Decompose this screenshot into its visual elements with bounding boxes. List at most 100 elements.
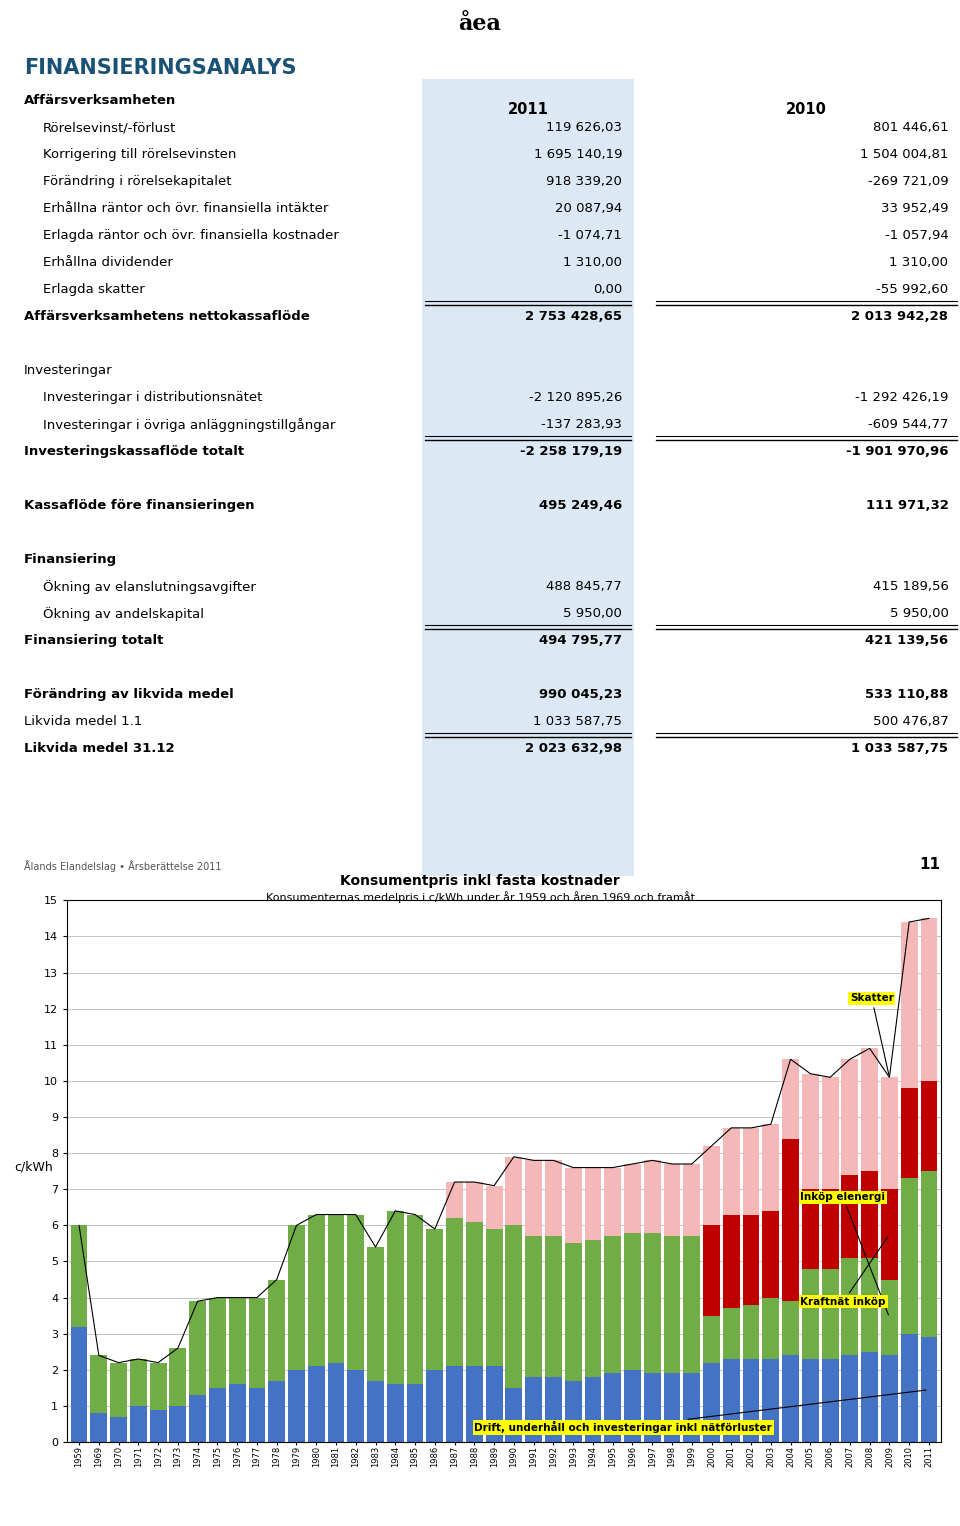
Bar <box>881 1355 898 1442</box>
Bar <box>564 1167 582 1244</box>
Bar <box>110 1416 127 1442</box>
Bar <box>308 1366 324 1442</box>
Bar <box>921 1080 937 1172</box>
Bar <box>822 1268 838 1360</box>
Text: Finansiering totalt: Finansiering totalt <box>24 635 163 647</box>
Text: Investeringar i övriga anläggningstillgångar: Investeringar i övriga anläggningstillgå… <box>43 418 336 432</box>
Bar <box>900 1088 918 1178</box>
Text: -55 992,60: -55 992,60 <box>876 284 948 296</box>
Text: 495 249,46: 495 249,46 <box>539 499 622 513</box>
Text: 990 045,23: 990 045,23 <box>539 688 622 702</box>
Text: -1 074,71: -1 074,71 <box>558 229 622 243</box>
Text: 1 310,00: 1 310,00 <box>890 256 948 269</box>
Bar <box>564 1244 582 1381</box>
Bar <box>604 1373 621 1442</box>
Text: Konsumenternas medelpris i c/kWh under år 1959 och åren 1969 och framåt: Konsumenternas medelpris i c/kWh under å… <box>266 891 694 903</box>
Bar <box>249 1297 265 1389</box>
Text: åea: åea <box>459 14 501 35</box>
Bar <box>466 1222 483 1366</box>
Bar <box>900 1334 918 1442</box>
Bar <box>348 1215 364 1370</box>
Bar <box>268 1279 285 1381</box>
Bar <box>861 1352 878 1442</box>
Text: -1 292 426,19: -1 292 426,19 <box>855 391 948 404</box>
Text: 2011: 2011 <box>508 102 548 118</box>
Bar <box>506 1389 522 1442</box>
Bar <box>604 1167 621 1236</box>
Bar <box>367 1381 384 1442</box>
Text: -1 057,94: -1 057,94 <box>885 229 948 243</box>
Text: -2 258 179,19: -2 258 179,19 <box>519 446 622 458</box>
Text: Kassaflöde före finansieringen: Kassaflöde före finansieringen <box>24 499 254 513</box>
Text: Erlagda skatter: Erlagda skatter <box>43 284 145 296</box>
Bar <box>762 1297 780 1360</box>
Bar <box>209 1389 226 1442</box>
Bar <box>762 1212 780 1297</box>
Bar <box>842 1355 858 1442</box>
Text: -1 901 970,96: -1 901 970,96 <box>846 446 948 458</box>
Text: Investeringar i distributionsnätet: Investeringar i distributionsnätet <box>43 391 263 404</box>
Bar <box>723 1128 740 1215</box>
Bar <box>822 1189 838 1268</box>
Text: 119 626,03: 119 626,03 <box>546 121 622 134</box>
Bar <box>861 1048 878 1172</box>
Bar <box>426 1370 444 1442</box>
Text: Inköp elenergi: Inköp elenergi <box>801 1192 888 1315</box>
Text: c/kWh: c/kWh <box>14 1161 53 1173</box>
Bar <box>822 1360 838 1442</box>
Bar <box>703 1146 720 1225</box>
Text: 20 087,94: 20 087,94 <box>555 203 622 215</box>
Bar <box>486 1228 502 1366</box>
Bar <box>644 1373 660 1442</box>
Bar <box>663 1236 681 1373</box>
Text: 801 446,61: 801 446,61 <box>873 121 948 134</box>
Text: FINANSIERINGSANALYS: FINANSIERINGSANALYS <box>24 58 297 78</box>
Bar <box>842 1257 858 1355</box>
FancyBboxPatch shape <box>422 79 634 876</box>
Text: 0,00: 0,00 <box>593 284 622 296</box>
Bar <box>367 1247 384 1381</box>
Bar <box>782 1355 799 1442</box>
Bar <box>150 1410 166 1442</box>
Text: 1 695 140,19: 1 695 140,19 <box>534 148 622 162</box>
Bar <box>921 1172 937 1337</box>
Text: Drift, underhåll och investeringar inkl nätförluster: Drift, underhåll och investeringar inkl … <box>474 1390 926 1433</box>
Text: 918 339,20: 918 339,20 <box>546 175 622 188</box>
Text: Investeringar: Investeringar <box>24 365 112 377</box>
Bar <box>624 1370 641 1442</box>
Bar <box>130 1405 147 1442</box>
Text: 111 971,32: 111 971,32 <box>866 499 948 513</box>
Bar <box>782 1138 799 1302</box>
Bar <box>466 1183 483 1222</box>
Bar <box>684 1373 700 1442</box>
Bar <box>585 1167 601 1239</box>
Text: Ålands Elandelslag • Årsberättelse 2011: Ålands Elandelslag • Årsberättelse 2011 <box>24 859 222 871</box>
Bar <box>585 1376 601 1442</box>
Bar <box>782 1059 799 1138</box>
Text: Kraftnät inköp: Kraftnät inköp <box>801 1236 888 1306</box>
Text: Likvida medel 1.1: Likvida medel 1.1 <box>24 716 142 728</box>
Bar <box>288 1370 305 1442</box>
Bar <box>644 1160 660 1233</box>
Bar <box>624 1164 641 1233</box>
Bar <box>624 1233 641 1370</box>
Bar <box>921 919 937 1080</box>
Text: Investeringskassaflöde totalt: Investeringskassaflöde totalt <box>24 446 244 458</box>
Text: -2 120 895,26: -2 120 895,26 <box>529 391 622 404</box>
Text: Finansiering: Finansiering <box>24 554 117 566</box>
Bar <box>743 1305 759 1360</box>
Bar <box>110 1363 127 1416</box>
Bar <box>782 1302 799 1355</box>
Bar <box>545 1160 562 1236</box>
Text: Förändring av likvida medel: Förändring av likvida medel <box>24 688 233 702</box>
Bar <box>644 1233 660 1373</box>
Text: 421 139,56: 421 139,56 <box>865 635 948 647</box>
Text: 33 952,49: 33 952,49 <box>881 203 948 215</box>
Bar <box>604 1236 621 1373</box>
Bar <box>348 1370 364 1442</box>
Bar <box>802 1360 819 1442</box>
Text: 488 845,77: 488 845,77 <box>546 580 622 594</box>
Text: 5 950,00: 5 950,00 <box>890 607 948 620</box>
Bar <box>703 1363 720 1442</box>
Bar <box>881 1189 898 1279</box>
